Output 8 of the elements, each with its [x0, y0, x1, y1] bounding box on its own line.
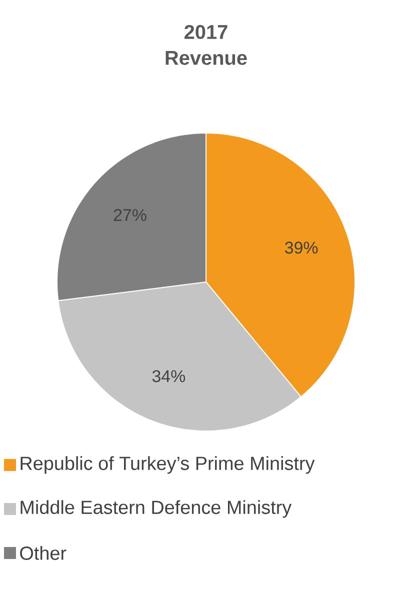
- legend-label: Republic of Turkey’s Prime Ministry: [20, 456, 315, 474]
- legend-label: Other: [20, 546, 66, 560]
- legend-label: Middle Eastern Defence Ministry: [20, 500, 292, 518]
- data-label: 34%: [152, 370, 186, 382]
- chart-title: 2017: [184, 24, 228, 40]
- chart-subtitle: Revenue: [166, 51, 247, 65]
- data-label: 27%: [114, 209, 146, 221]
- data-label: 39%: [285, 242, 318, 254]
